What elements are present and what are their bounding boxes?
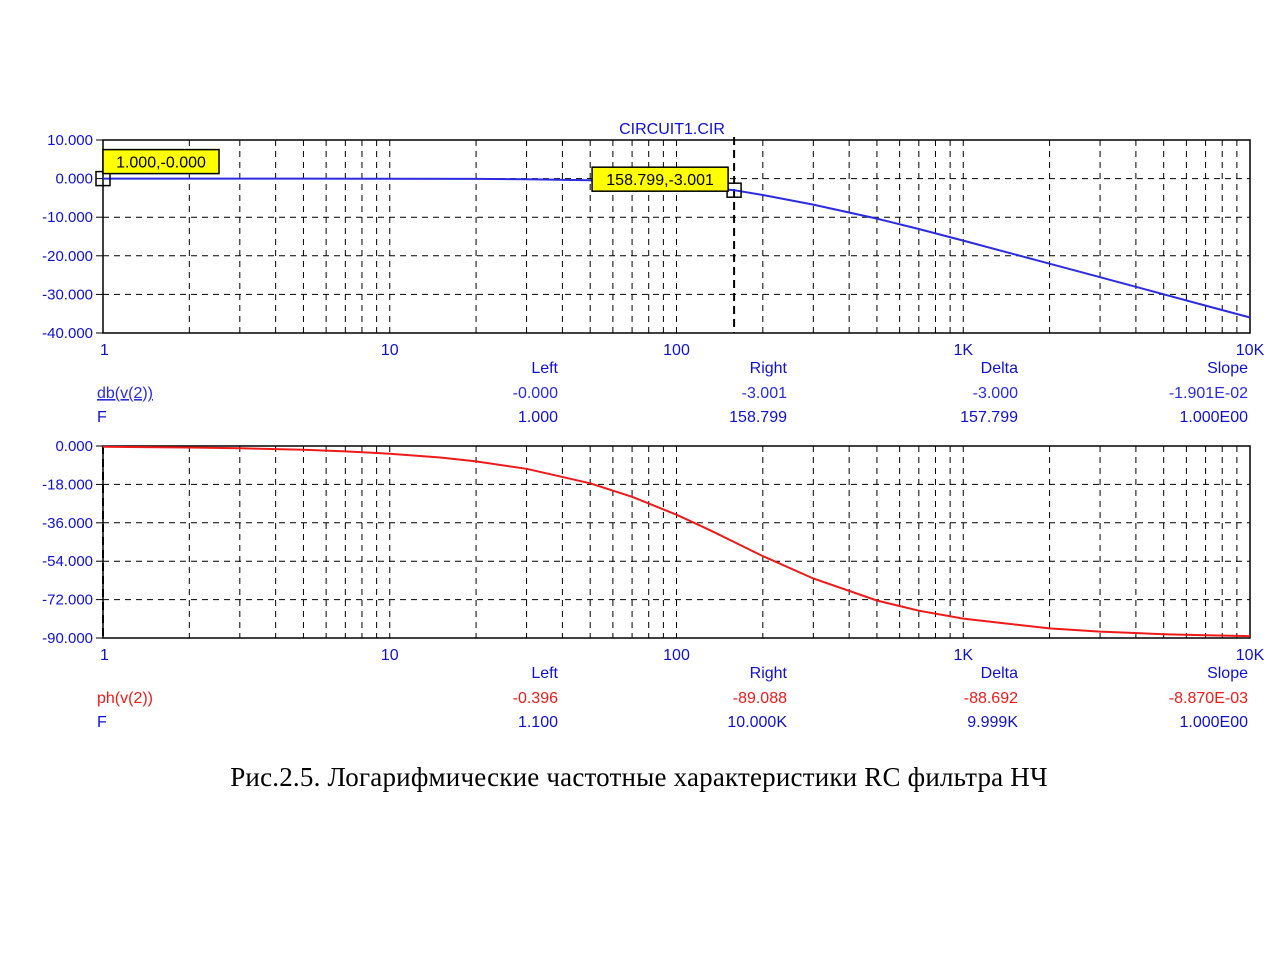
ph-y-tick-label: -36.000 (42, 515, 93, 532)
mag-y-tick-label: -30.000 (42, 286, 93, 303)
ph-y-tick-label: -18.000 (42, 476, 93, 493)
ph-table-cell: 1.100 (518, 714, 558, 731)
mag-table-row-label: F (97, 409, 107, 426)
mag-table-cell: 1.000 (518, 409, 558, 426)
mag-x-tick-label: 1K (953, 342, 973, 359)
mag-y-tick-label: -40.000 (42, 325, 93, 342)
mag-table-header: Right (750, 360, 788, 377)
mag-series-line (103, 177, 1251, 319)
ph-table-cell: 10.000K (727, 714, 787, 731)
ph-table-row-label: F (97, 714, 107, 731)
ph-y-tick-label: -90.000 (42, 630, 93, 647)
ph-table-cell: 1.000E00 (1179, 714, 1248, 731)
mag-table-row-label: db(v(2)) (97, 385, 153, 402)
ph-table-cell: -8.870E-03 (1169, 690, 1248, 707)
ph-table-cell: 9.999K (967, 714, 1018, 731)
mag-y-tick-label: 0.000 (55, 171, 93, 188)
mag-y-tick-label: -10.000 (42, 209, 93, 226)
mag-y-tick-label: -20.000 (42, 248, 93, 265)
ph-table-header: Delta (981, 665, 1018, 682)
mag-table-cell: -0.000 (513, 385, 558, 402)
ph-y-tick-label: -54.000 (42, 553, 93, 570)
ph-x-tick-label: 100 (663, 647, 690, 664)
ph-x-tick-label: 1 (100, 647, 109, 664)
chart-title: CIRCUIT1.CIR (619, 121, 725, 138)
mag-x-tick-label: 10 (381, 342, 399, 359)
ph-y-tick-label: 0.000 (55, 438, 93, 455)
magnitude-plot: 10.000 0.000 -10.000 -20.000 -30.000 -40.000 1… (42, 132, 1264, 426)
ph-x-tick-label: 10K (1236, 647, 1265, 664)
mag-marker-label-box (591, 166, 729, 192)
figure-caption: Рис.2.5. Логарифмические частотные харак… (230, 762, 1048, 792)
ph-table-header: Right (750, 665, 788, 682)
mag-table-cell: -3.000 (973, 385, 1018, 402)
mag-table-cell: 1.000E00 (1179, 409, 1248, 426)
mag-table-cell: 157.799 (960, 409, 1018, 426)
mag-table-cell: -3.001 (742, 385, 787, 402)
ph-table-header: Slope (1207, 665, 1248, 682)
mag-x-tick-label: 10K (1236, 342, 1265, 359)
ph-plot-frame (102, 445, 1251, 639)
mag-table-header: Delta (981, 360, 1018, 377)
mag-y-tick-label: 10.000 (47, 132, 93, 149)
ph-table-cell: -89.088 (733, 690, 787, 707)
ph-x-tick-label: 10 (381, 647, 399, 664)
mag-table-header: Left (531, 360, 558, 377)
ph-table-cell: -0.396 (513, 690, 558, 707)
ph-y-tick-label: -72.000 (42, 592, 93, 609)
mag-x-tick-label: 100 (663, 342, 690, 359)
ph-table-header: Left (531, 665, 558, 682)
mag-x-tick-label: 1 (100, 342, 109, 359)
ph-table-cell: -88.692 (964, 690, 1018, 707)
mag-marker-label: 158.799,-3.001 (606, 172, 714, 189)
mag-marker-label: 1.000,-0.000 (116, 155, 206, 172)
ph-series-line (102, 445, 1251, 638)
ph-x-tick-label: 1K (953, 647, 973, 664)
mag-table-cell: -1.901E-02 (1169, 385, 1248, 402)
ph-table-row-label: ph(v(2)) (97, 690, 153, 707)
mag-marker-label-box (102, 148, 220, 175)
mag-table-cell: 158.799 (729, 409, 787, 426)
phase-plot: 0.000 -18.000 -36.000 -54.000 -72.000 -90.000… (42, 438, 1264, 731)
mag-table-header: Slope (1207, 360, 1248, 377)
